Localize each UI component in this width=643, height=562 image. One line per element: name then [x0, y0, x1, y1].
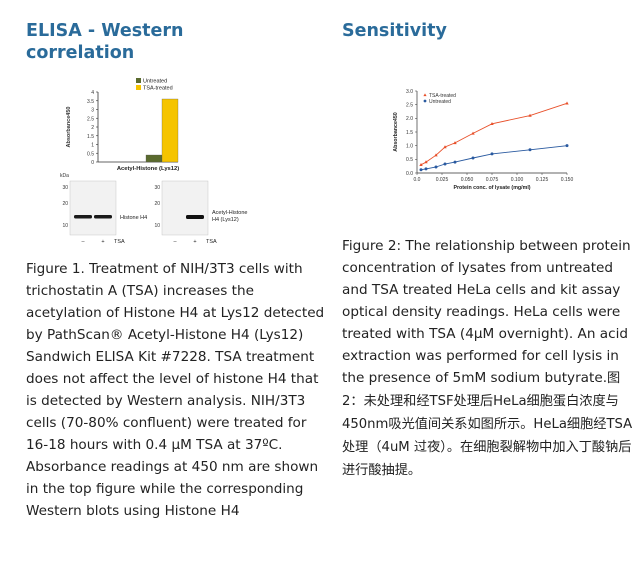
- band-tsa-acetyl: [186, 215, 204, 219]
- tsa-lane-label: TSA: [206, 239, 217, 245]
- data-point: [419, 168, 423, 172]
- data-point: [434, 165, 438, 169]
- legend-label: Untreated: [143, 79, 167, 85]
- marker-label-left: 10: [62, 223, 68, 229]
- y-tick-label: 0.5: [87, 151, 94, 157]
- y-tick-label: 2: [91, 125, 94, 131]
- y-axis-label: Absorbance450: [66, 107, 72, 148]
- legend-label: Untreated: [429, 99, 451, 105]
- caption-en: Figure 2: The relationship between prote…: [342, 238, 631, 386]
- y-tick-label: 1.0: [406, 143, 413, 149]
- y-tick-label: 1: [91, 143, 94, 149]
- sensitivity-chart: 0.0 0.5 1.0 1.5 2.0 2.5 3.0 0.0 0.025 0.050 0.075 0…: [393, 89, 574, 191]
- data-point: [453, 141, 457, 145]
- data-point: [528, 148, 532, 152]
- band-tsa-h4: [94, 215, 112, 219]
- data-point: [565, 101, 569, 105]
- tsa-lane-label: TSA: [114, 239, 125, 245]
- legend-swatch: [136, 85, 141, 90]
- x-tick-label: 0.025: [436, 177, 449, 183]
- data-point: [471, 131, 475, 135]
- series-line-tsa-treated: [420, 102, 568, 166]
- marker-label-left: 20: [62, 201, 68, 207]
- x-tick-label: 0.150: [561, 177, 574, 183]
- blot-panel-1: [69, 180, 117, 236]
- bar-tsa-treated: [161, 98, 179, 163]
- legend-swatch: [136, 78, 141, 83]
- y-tick-label: 2.0: [406, 116, 413, 122]
- y-tick-label: 3.5: [87, 99, 94, 105]
- elisa-heading: ELISA - Western correlation: [26, 21, 184, 63]
- blot-panel-2: [161, 180, 209, 236]
- y-tick-label: 1.5: [406, 130, 413, 136]
- data-point: [528, 113, 532, 117]
- band-untreated-h4: [74, 215, 92, 219]
- data-point: [443, 145, 447, 149]
- data-point: [490, 152, 494, 156]
- legend-marker: [423, 99, 427, 103]
- marker-label-right: 30: [154, 185, 160, 191]
- bar-untreated: [145, 154, 163, 163]
- marker-label-left: 30: [62, 185, 68, 191]
- lane-label: –: [173, 239, 177, 245]
- legend-label: TSA-treated: [429, 93, 456, 99]
- data-point: [434, 153, 438, 157]
- data-point: [471, 156, 475, 160]
- y-tick-label: 0.0: [406, 171, 413, 177]
- lane-label: +: [193, 239, 196, 245]
- figure-2-caption: Figure 2: The relationship between prote…: [342, 235, 638, 482]
- data-point: [453, 160, 457, 164]
- y-tick-label: 0: [91, 160, 94, 166]
- x-tick-label: 0.125: [536, 177, 549, 183]
- western-blot: kDa 30 30 20 20 10 10 Histone H4 Acetyl-HistoneH…: [60, 173, 247, 245]
- figure-1-caption: Figure 1. Treatment of NIH/3T3 cells wit…: [26, 261, 325, 519]
- data-point: [419, 163, 423, 166]
- y-axis-label: Absorbance450: [393, 112, 399, 152]
- y-tick-label: 2.5: [406, 102, 413, 108]
- data-point: [424, 160, 428, 164]
- figure-1: 00.511.522.533.54Absorbance450UntreatedT…: [60, 78, 247, 245]
- x-category-label: Acetyl-Histone (Lys12): [117, 166, 179, 172]
- x-tick-label: 0.0: [414, 177, 421, 183]
- data-point: [490, 122, 494, 125]
- legend-marker: [423, 93, 427, 97]
- lane-label: –: [81, 239, 85, 245]
- y-tick-label: 3.0: [406, 89, 413, 95]
- band-label-histone-h4: Histone H4: [120, 215, 147, 221]
- y-tick-label: 3: [91, 108, 94, 114]
- bar-chart: 0 0.5 1 1.5 2 2.5 3 3.5 4 Absorbance450 UntreatedT…: [66, 78, 179, 172]
- kda-label: kDa: [60, 173, 69, 179]
- y-tick-label: 2.5: [87, 116, 94, 122]
- x-tick-label: 0.100: [511, 177, 524, 183]
- lane-label: +: [101, 239, 104, 245]
- x-axis-label: Protein conc. of lysate (mg/ml): [453, 185, 530, 191]
- x-tick-label: 0.050: [461, 177, 474, 183]
- marker-label-right: 20: [154, 201, 160, 207]
- band-label-acetyl: Acetyl-Histone: [212, 210, 247, 216]
- caption-cn: 图2：未处理和经TSF处理后HeLa细胞蛋白浓度与450nm吸光值间关系如图所示…: [342, 371, 633, 478]
- data-point: [424, 167, 428, 171]
- y-tick-label: 4: [91, 90, 94, 96]
- sensitivity-heading: Sensitivity: [342, 21, 447, 41]
- legend-label: TSA-treated: [143, 86, 173, 92]
- band-label-acetyl-2: H4 (Lys12): [212, 217, 239, 223]
- y-tick-label: 0.5: [406, 157, 413, 163]
- y-tick-label: 1.5: [87, 134, 94, 140]
- data-point: [565, 144, 569, 148]
- data-point: [443, 162, 447, 166]
- marker-label-right: 10: [154, 223, 160, 229]
- x-tick-label: 0.075: [486, 177, 499, 183]
